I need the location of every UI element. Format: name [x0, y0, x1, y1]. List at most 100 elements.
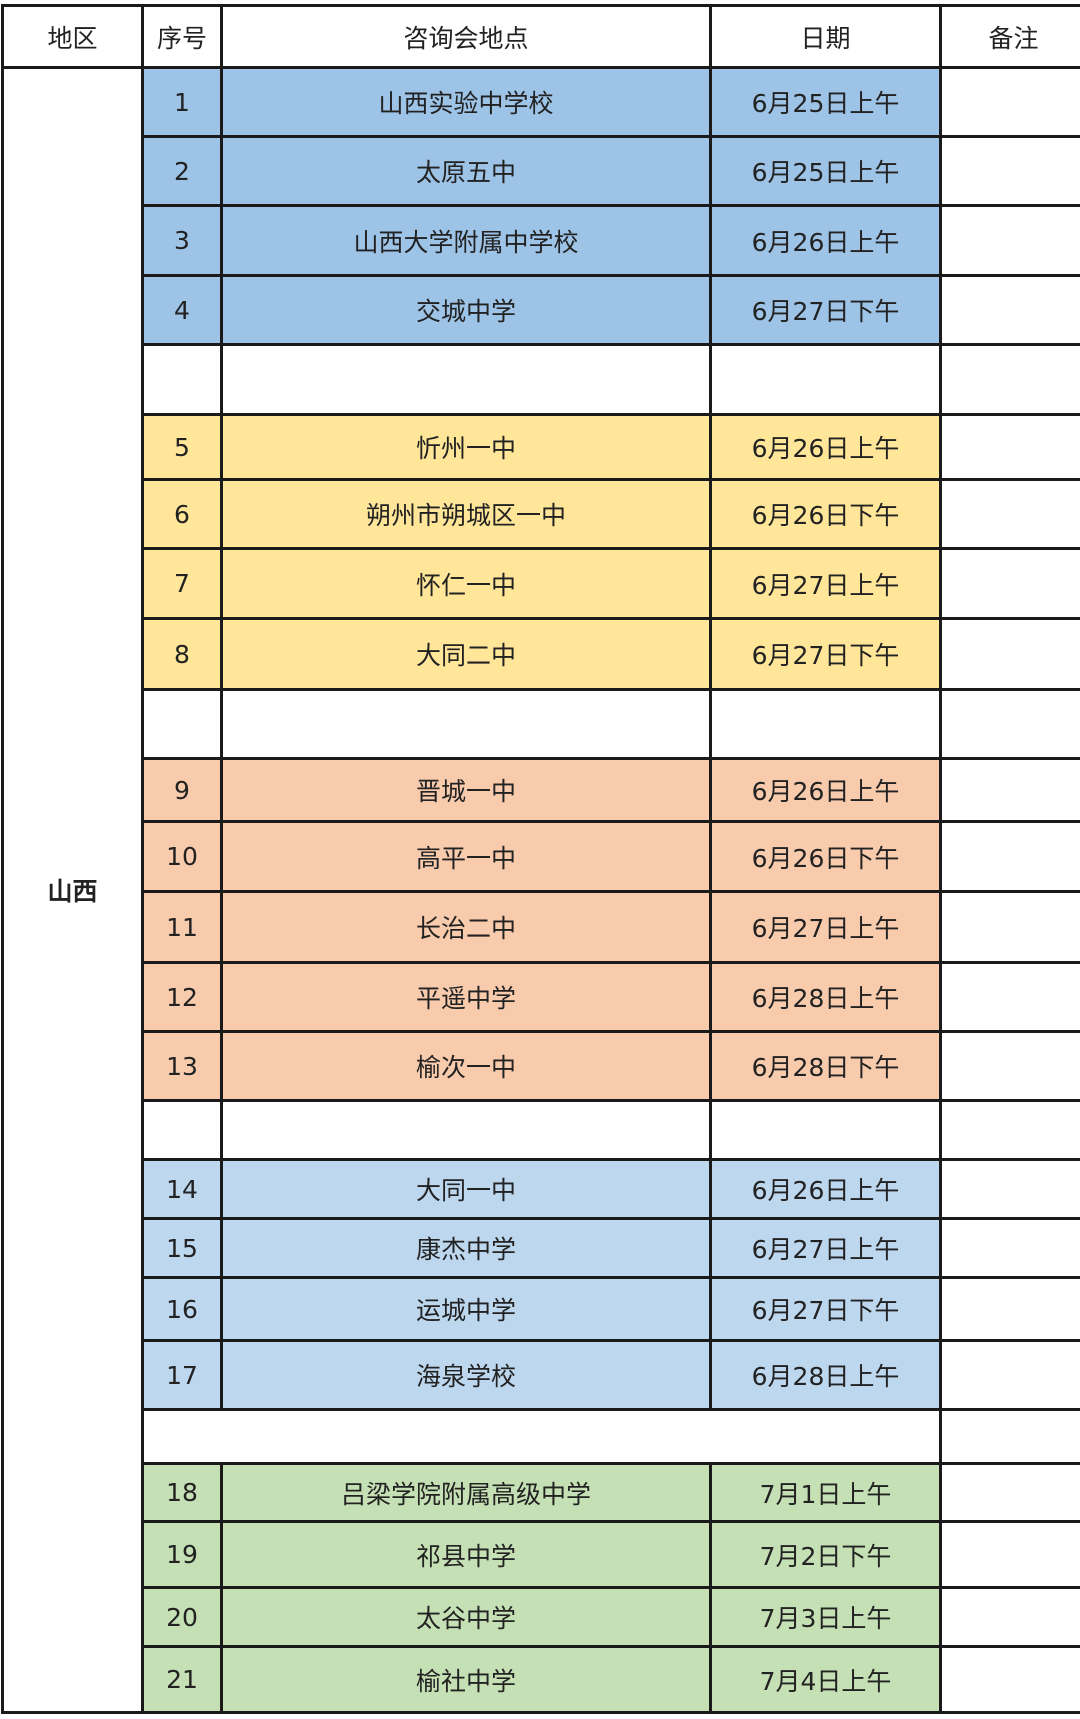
- seq-cell: 21: [141, 1645, 223, 1714]
- date-cell: 6月28日上午: [709, 1339, 942, 1411]
- spacer-cell: [220, 688, 712, 760]
- location-cell: 运城中学: [220, 1276, 712, 1342]
- date-cell: 6月27日下午: [709, 617, 942, 691]
- location-cell: 交城中学: [220, 274, 712, 346]
- date-cell: 7月2日下午: [709, 1520, 942, 1589]
- note-cell: [939, 135, 1080, 207]
- table-row: 3 山西大学附属中学校 6月26日上午: [3, 204, 1080, 277]
- seq-cell: 18: [141, 1462, 223, 1523]
- date-cell: 7月1日上午: [709, 1462, 942, 1523]
- location-cell: 忻州一中: [220, 413, 712, 481]
- spacer-cell: [220, 343, 712, 416]
- seq-cell: 13: [141, 1030, 223, 1102]
- location-cell: 康杰中学: [220, 1217, 712, 1279]
- location-cell: 吕梁学院附属高级中学: [220, 1462, 712, 1523]
- seq-cell: 14: [141, 1158, 223, 1220]
- header-region: 地区: [1, 4, 144, 69]
- table-row: 14 大同一中 6月26日上午: [3, 1158, 1080, 1220]
- note-cell: [939, 66, 1080, 138]
- schedule-table: 地区 序号 咨询会地点 日期 备注 山西 1 山西实验中学校 6月25日上午 2 太原五中…: [1, 4, 1080, 1714]
- table-row: 19 祁县中学 7月2日下午: [3, 1520, 1080, 1589]
- seq-cell: 1: [141, 66, 223, 138]
- spacer-cell: [141, 1408, 942, 1465]
- note-cell: [939, 1586, 1080, 1648]
- note-cell: [939, 890, 1080, 964]
- table-row: 10 高平一中 6月26日下午: [3, 820, 1080, 893]
- note-cell: [939, 1339, 1080, 1411]
- date-cell: 6月26日上午: [709, 1158, 942, 1220]
- location-cell: 山西大学附属中学校: [220, 204, 712, 277]
- spacer-cell: [709, 688, 942, 760]
- date-cell: 6月28日下午: [709, 1030, 942, 1102]
- note-cell: [939, 1099, 1080, 1161]
- table-row: 2 太原五中 6月25日上午: [3, 135, 1080, 207]
- spacer-cell: [141, 1099, 223, 1161]
- spacer-cell: [709, 343, 942, 416]
- seq-cell: 15: [141, 1217, 223, 1279]
- seq-cell: 20: [141, 1586, 223, 1648]
- date-cell: 6月26日上午: [709, 204, 942, 277]
- spacer-cell: [220, 1099, 712, 1161]
- spacer-row: [3, 1408, 1080, 1465]
- region-cell: 山西: [1, 66, 144, 1714]
- date-cell: 6月26日上午: [709, 757, 942, 823]
- date-cell: 7月3日上午: [709, 1586, 942, 1648]
- seq-cell: 9: [141, 757, 223, 823]
- note-cell: [939, 274, 1080, 346]
- table-row: 15 康杰中学 6月27日上午: [3, 1217, 1080, 1279]
- location-cell: 榆社中学: [220, 1645, 712, 1714]
- location-cell: 晋城一中: [220, 757, 712, 823]
- note-cell: [939, 478, 1080, 550]
- seq-cell: 7: [141, 547, 223, 620]
- date-cell: 6月27日上午: [709, 890, 942, 964]
- date-cell: 6月26日上午: [709, 413, 942, 481]
- table-row: 4 交城中学 6月27日下午: [3, 274, 1080, 346]
- note-cell: [939, 1276, 1080, 1342]
- location-cell: 高平一中: [220, 820, 712, 893]
- location-cell: 大同一中: [220, 1158, 712, 1220]
- location-cell: 太原五中: [220, 135, 712, 207]
- spacer-row: [3, 343, 1080, 416]
- spacer-row: [3, 1099, 1080, 1161]
- table-row: 12 平遥中学 6月28日上午: [3, 961, 1080, 1033]
- note-cell: [939, 413, 1080, 481]
- seq-cell: 4: [141, 274, 223, 346]
- date-cell: 6月25日上午: [709, 66, 942, 138]
- location-cell: 山西实验中学校: [220, 66, 712, 138]
- seq-cell: 17: [141, 1339, 223, 1411]
- date-cell: 6月27日上午: [709, 547, 942, 620]
- location-cell: 怀仁一中: [220, 547, 712, 620]
- location-cell: 长治二中: [220, 890, 712, 964]
- date-cell: 6月27日下午: [709, 1276, 942, 1342]
- seq-cell: 2: [141, 135, 223, 207]
- header-note: 备注: [939, 4, 1080, 69]
- seq-cell: 8: [141, 617, 223, 691]
- table-row: 18 吕梁学院附属高级中学 7月1日上午: [3, 1462, 1080, 1523]
- header-date: 日期: [709, 4, 942, 69]
- note-cell: [939, 617, 1080, 691]
- note-cell: [939, 688, 1080, 760]
- seq-cell: 16: [141, 1276, 223, 1342]
- date-cell: 6月27日下午: [709, 274, 942, 346]
- table-row: 16 运城中学 6月27日下午: [3, 1276, 1080, 1342]
- location-cell: 朔州市朔城区一中: [220, 478, 712, 550]
- location-cell: 海泉学校: [220, 1339, 712, 1411]
- note-cell: [939, 961, 1080, 1033]
- table-row: 11 长治二中 6月27日上午: [3, 890, 1080, 964]
- table-row: 20 太谷中学 7月3日上午: [3, 1586, 1080, 1648]
- location-cell: 平遥中学: [220, 961, 712, 1033]
- spacer-cell: [709, 1099, 942, 1161]
- note-cell: [939, 547, 1080, 620]
- note-cell: [939, 757, 1080, 823]
- table-row: 9 晋城一中 6月26日上午: [3, 757, 1080, 823]
- table-row: 5 忻州一中 6月26日上午: [3, 413, 1080, 481]
- note-cell: [939, 1645, 1080, 1714]
- seq-cell: 6: [141, 478, 223, 550]
- spacer-cell: [141, 688, 223, 760]
- date-cell: 6月26日下午: [709, 478, 942, 550]
- location-cell: 太谷中学: [220, 1586, 712, 1648]
- date-cell: 6月28日上午: [709, 961, 942, 1033]
- table-row: 13 榆次一中 6月28日下午: [3, 1030, 1080, 1102]
- note-cell: [939, 1030, 1080, 1102]
- date-cell: 7月4日上午: [709, 1645, 942, 1714]
